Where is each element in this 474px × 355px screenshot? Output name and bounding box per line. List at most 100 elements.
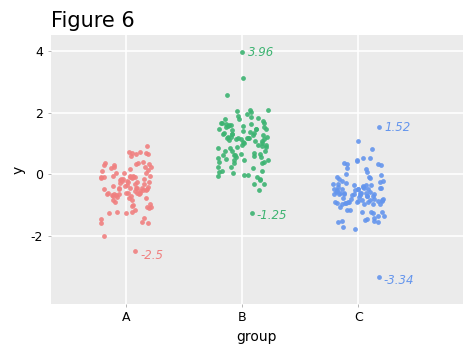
Point	[105, 210, 113, 216]
Point	[359, 183, 366, 189]
Point	[262, 126, 270, 132]
Point	[147, 204, 155, 210]
Point	[342, 200, 350, 206]
Point	[355, 186, 362, 192]
Point	[260, 137, 268, 142]
Point	[357, 190, 365, 196]
Point	[218, 120, 226, 126]
Point	[369, 201, 377, 207]
Point	[228, 132, 236, 137]
Point	[118, 178, 126, 184]
Point	[367, 182, 375, 188]
Point	[263, 142, 270, 147]
Point	[223, 92, 230, 98]
Point	[354, 186, 362, 192]
Point	[237, 137, 245, 142]
Point	[353, 200, 361, 205]
Point	[239, 123, 247, 129]
Point	[221, 116, 229, 121]
Point	[238, 143, 246, 148]
Point	[104, 190, 111, 196]
Point	[103, 191, 111, 197]
Point	[336, 176, 343, 182]
Point	[120, 170, 128, 176]
Point	[231, 152, 239, 158]
Point	[140, 181, 147, 187]
Point	[374, 162, 382, 167]
Point	[363, 217, 371, 222]
Point	[376, 179, 384, 184]
Point	[116, 180, 124, 186]
Point	[362, 166, 370, 171]
Point	[134, 190, 141, 196]
Point	[338, 218, 346, 224]
Point	[113, 194, 121, 200]
Point	[111, 164, 118, 170]
Point	[335, 181, 342, 187]
Point	[259, 132, 267, 138]
Point	[365, 199, 372, 205]
Point	[377, 173, 385, 178]
Point	[344, 207, 351, 213]
Point	[247, 115, 255, 120]
Point	[234, 135, 242, 141]
Point	[250, 130, 258, 136]
Point	[231, 158, 238, 163]
Point	[144, 151, 152, 157]
Point	[253, 126, 260, 132]
Point	[333, 174, 341, 180]
Point	[362, 190, 370, 196]
Point	[258, 160, 266, 166]
Point	[223, 135, 231, 141]
Point	[227, 135, 235, 140]
Text: -3.34: -3.34	[384, 274, 414, 287]
Point	[350, 192, 358, 197]
Point	[111, 199, 119, 204]
Point	[363, 169, 371, 175]
Point	[351, 226, 358, 232]
Point	[131, 181, 138, 187]
Point	[354, 138, 362, 143]
Point	[125, 195, 133, 200]
Point	[257, 154, 265, 160]
Point	[363, 193, 371, 199]
Point	[126, 174, 133, 179]
Point	[355, 198, 362, 203]
Point	[126, 174, 133, 179]
Point	[147, 164, 155, 170]
Point	[332, 190, 340, 195]
Point	[97, 175, 105, 181]
Point	[368, 146, 375, 152]
Point	[377, 185, 384, 191]
Point	[241, 141, 248, 146]
Point	[338, 186, 346, 192]
Point	[121, 183, 129, 189]
Point	[250, 181, 258, 186]
Point	[125, 190, 132, 196]
Point	[260, 181, 268, 186]
Point	[128, 197, 136, 203]
Point	[356, 191, 364, 196]
Point	[254, 142, 261, 148]
Point	[100, 162, 108, 168]
Text: 3.96: 3.96	[248, 45, 274, 59]
Point	[247, 109, 255, 115]
Point	[228, 148, 236, 154]
Point	[344, 199, 351, 205]
X-axis label: group: group	[237, 330, 277, 344]
Point	[335, 184, 342, 190]
Point	[246, 107, 254, 113]
Point	[342, 171, 350, 177]
Point	[143, 204, 151, 209]
Point	[110, 162, 118, 168]
Point	[222, 121, 230, 126]
Point	[340, 190, 348, 196]
Point	[144, 168, 152, 173]
Point	[115, 185, 123, 191]
Point	[343, 165, 351, 171]
Point	[378, 209, 385, 215]
Point	[258, 138, 266, 143]
Point	[214, 155, 221, 161]
Point	[348, 192, 356, 198]
Point	[239, 75, 246, 81]
